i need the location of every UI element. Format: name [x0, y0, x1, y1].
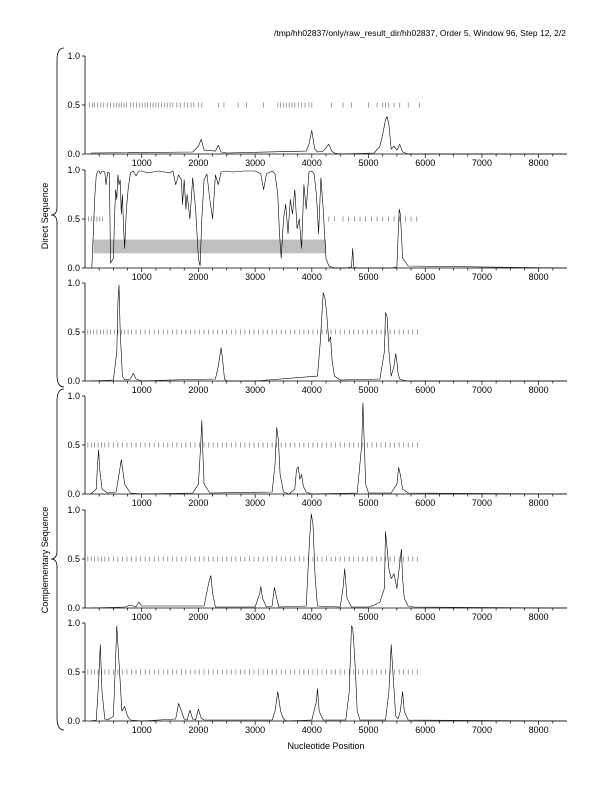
- x-tick-label: 3000: [245, 158, 265, 168]
- complementary-group-label: Complementary Sequence: [40, 507, 50, 614]
- x-tick-label: 6000: [415, 498, 435, 508]
- x-tick-label: 4000: [302, 272, 322, 282]
- x-tick-label: 6000: [415, 725, 435, 735]
- x-tick-label: 1000: [132, 725, 152, 735]
- x-tick-label: 5000: [359, 158, 379, 168]
- x-tick-label: 2000: [188, 158, 208, 168]
- x-tick-label: 4000: [302, 612, 322, 622]
- series-line: [90, 513, 568, 609]
- x-tick-label: 1000: [132, 498, 152, 508]
- x-tick-label: 3000: [245, 272, 265, 282]
- x-tick-label: 2000: [188, 385, 208, 395]
- x-tick-label: 5000: [359, 385, 379, 395]
- x-tick-label: 8000: [529, 498, 549, 508]
- y-tick-label: 1.0: [67, 391, 80, 401]
- y-tick-label: 1.0: [67, 505, 80, 515]
- x-tick-label: 5000: [359, 498, 379, 508]
- x-tick-label: 2000: [188, 272, 208, 282]
- y-tick-label: 0.5: [67, 440, 80, 450]
- series-line: [90, 402, 568, 495]
- y-tick-label: 1.0: [67, 278, 80, 288]
- x-tick-label: 6000: [415, 272, 435, 282]
- x-tick-label: 1000: [132, 272, 152, 282]
- panel-4: 0.0 0.5 1.0 1000 2000 3000 4000 5000 6000 7000 800…: [67, 391, 568, 508]
- panel-2: 0.0 0.5 1.0 1000 2000 3000 4000 5000 6000 7000 800…: [67, 165, 568, 282]
- panels: 0.0 0.5 1.0 1000 2000 3000 4000 5000 6000 7000 800…: [67, 51, 568, 735]
- x-tick-label: 8000: [529, 612, 549, 622]
- complementary-group-brace: [50, 388, 65, 731]
- x-tick-label: 8000: [529, 158, 549, 168]
- x-tick-label: 4000: [302, 498, 322, 508]
- x-tick-label: 2000: [188, 612, 208, 622]
- x-tick-label: 7000: [472, 725, 492, 735]
- y-tick-label: 0.5: [67, 667, 80, 677]
- y-tick-label: 0.0: [67, 149, 80, 159]
- x-tick-label: 7000: [472, 272, 492, 282]
- y-tick-label: 0.5: [67, 100, 80, 110]
- x-tick-label: 4000: [302, 385, 322, 395]
- y-tick-label: 0.0: [67, 489, 80, 499]
- series-line: [90, 116, 567, 155]
- x-tick-label: 4000: [302, 158, 322, 168]
- x-tick-label: 5000: [359, 612, 379, 622]
- x-tick-label: 3000: [245, 725, 265, 735]
- y-tick-label: 0.0: [67, 376, 80, 386]
- x-tick-label: 2000: [188, 498, 208, 508]
- x-tick-label: 7000: [472, 612, 492, 622]
- x-tick-label: 1000: [132, 385, 152, 395]
- x-tick-label: 7000: [472, 158, 492, 168]
- y-tick-label: 0.5: [67, 554, 80, 564]
- panel-5: 0.0 0.5 1.0 1000 2000 3000 4000 5000 6000 7000 800…: [67, 505, 568, 622]
- figure-title: /tmp/hh02837/only/raw_result_dir/hh02837…: [274, 28, 566, 38]
- y-tick-label: 0.0: [67, 263, 80, 273]
- y-tick-label: 0.5: [67, 214, 80, 224]
- x-tick-label: 3000: [245, 498, 265, 508]
- x-tick-label: 4000: [302, 725, 322, 735]
- y-tick-label: 0.0: [67, 603, 80, 613]
- x-tick-label: 3000: [245, 385, 265, 395]
- panel-6: 0.0 0.5 1.0 1000 2000 3000 4000 5000 6000 7000 800…: [67, 618, 568, 735]
- panel-3: 0.0 0.5 1.0 1000 2000 3000 4000 5000 6000 7000 800…: [67, 278, 567, 395]
- x-tick-label: 6000: [415, 158, 435, 168]
- y-tick-label: 1.0: [67, 618, 80, 628]
- x-tick-label: 6000: [415, 385, 435, 395]
- x-tick-label: 8000: [529, 725, 549, 735]
- y-tick-label: 0.0: [67, 716, 80, 726]
- x-tick-label: 1000: [132, 612, 152, 622]
- x-tick-label: 6000: [415, 612, 435, 622]
- series-line: [91, 170, 568, 269]
- highlight-bar: [93, 239, 326, 254]
- y-tick-label: 1.0: [67, 51, 80, 61]
- direct-group-brace: [50, 47, 65, 388]
- x-tick-label: 1000: [132, 158, 152, 168]
- series-line: [90, 625, 568, 722]
- x-tick-label: 2000: [188, 725, 208, 735]
- x-tick-label: 8000: [529, 272, 549, 282]
- x-tick-label: 8000: [529, 385, 549, 395]
- series-line: [90, 284, 567, 382]
- y-tick-label: 0.5: [67, 327, 80, 337]
- x-tick-label: 5000: [359, 272, 379, 282]
- x-axis-title: Nucleotide Position: [287, 741, 364, 751]
- x-tick-label: 5000: [359, 725, 379, 735]
- x-tick-label: 7000: [472, 385, 492, 395]
- x-tick-label: 3000: [245, 612, 265, 622]
- x-tick-label: 7000: [472, 498, 492, 508]
- panel-1: 0.0 0.5 1.0 1000 2000 3000 4000 5000 6000 7000 800…: [67, 51, 567, 168]
- direct-group-label: Direct Sequence: [40, 183, 50, 250]
- y-tick-label: 1.0: [67, 165, 80, 175]
